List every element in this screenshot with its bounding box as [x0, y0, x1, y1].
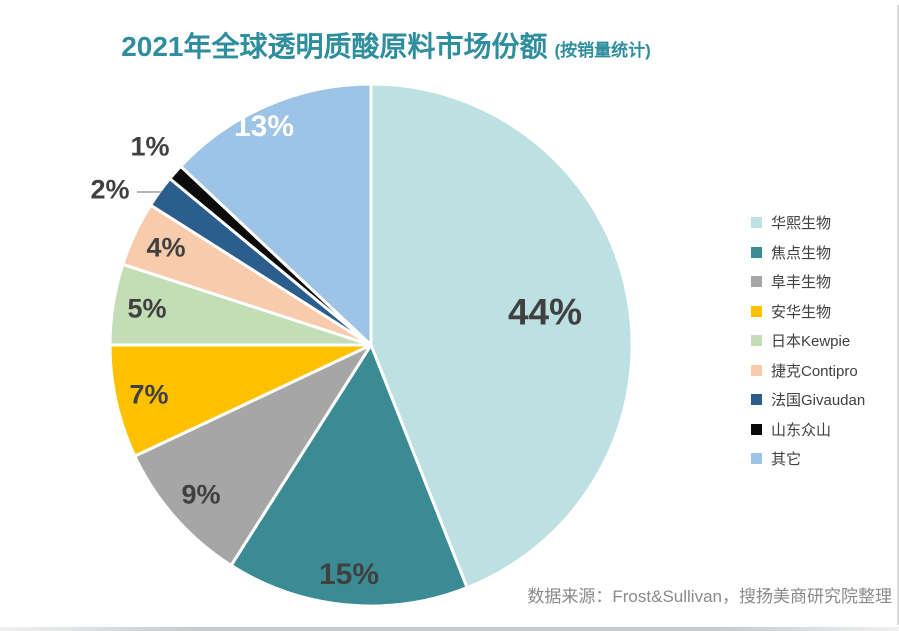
legend-swatch: [751, 305, 762, 317]
legend-item: 日本Kewpie: [751, 326, 865, 356]
legend-swatch: [751, 394, 762, 406]
legend-item: 其它: [751, 444, 865, 474]
chart-title-text: 2021年全球透明质酸原料市场份额: [121, 31, 548, 62]
pie-slice-焦点生物: [229, 343, 469, 608]
legend-label: 日本Kewpie: [771, 333, 851, 351]
pie-slice-华熙生物: [369, 82, 634, 590]
legend-label: 其它: [771, 451, 802, 469]
legend-swatch: [751, 276, 762, 288]
legend-label: 安华生物: [771, 303, 832, 321]
legend-swatch: [751, 423, 762, 435]
source-note: 数据来源：Frost&Sullivan，搜扬美商研究院整理: [527, 587, 892, 606]
legend-swatch: [751, 335, 762, 347]
legend-label: 阜丰生物: [771, 274, 832, 292]
window-right-edge: [897, 5, 899, 625]
legend-item: 焦点生物: [751, 238, 865, 268]
pie-slice-阜丰生物: [133, 343, 373, 567]
legend-item: 华熙生物: [751, 208, 865, 238]
legend-swatch: [751, 217, 762, 229]
legend-item: 安华生物: [751, 297, 865, 327]
legend-label: 焦点生物: [771, 244, 832, 262]
legend-label: 山东众山: [771, 421, 832, 439]
chart-subtitle-text: (按销量统计): [554, 41, 651, 60]
legend-item: 山东众山: [751, 415, 865, 445]
legend-label: 法国Givaudan: [771, 392, 866, 410]
chart-legend: 华熙生物焦点生物阜丰生物安华生物日本Kewpie 捷克Contipro 法国Giva…: [751, 208, 865, 474]
pie-slice-其它: [179, 82, 373, 347]
window-bottom-shadow: [0, 627, 899, 631]
legend-swatch: [751, 453, 762, 465]
pie-slice-安华生物: [108, 343, 373, 458]
legend-item: 阜丰生物: [751, 267, 865, 297]
legend-label: 捷克Contipro: [771, 362, 858, 380]
legend-swatch: [751, 364, 762, 376]
legend-label: 华熙生物: [771, 215, 832, 233]
legend-swatch: [751, 246, 762, 258]
legend-item: 法国Givaudan: [751, 385, 865, 415]
chart-title: 2021年全球透明质酸原料市场份额 (按销量统计): [0, 25, 772, 65]
legend-item: 捷克Contipro: [751, 356, 865, 386]
